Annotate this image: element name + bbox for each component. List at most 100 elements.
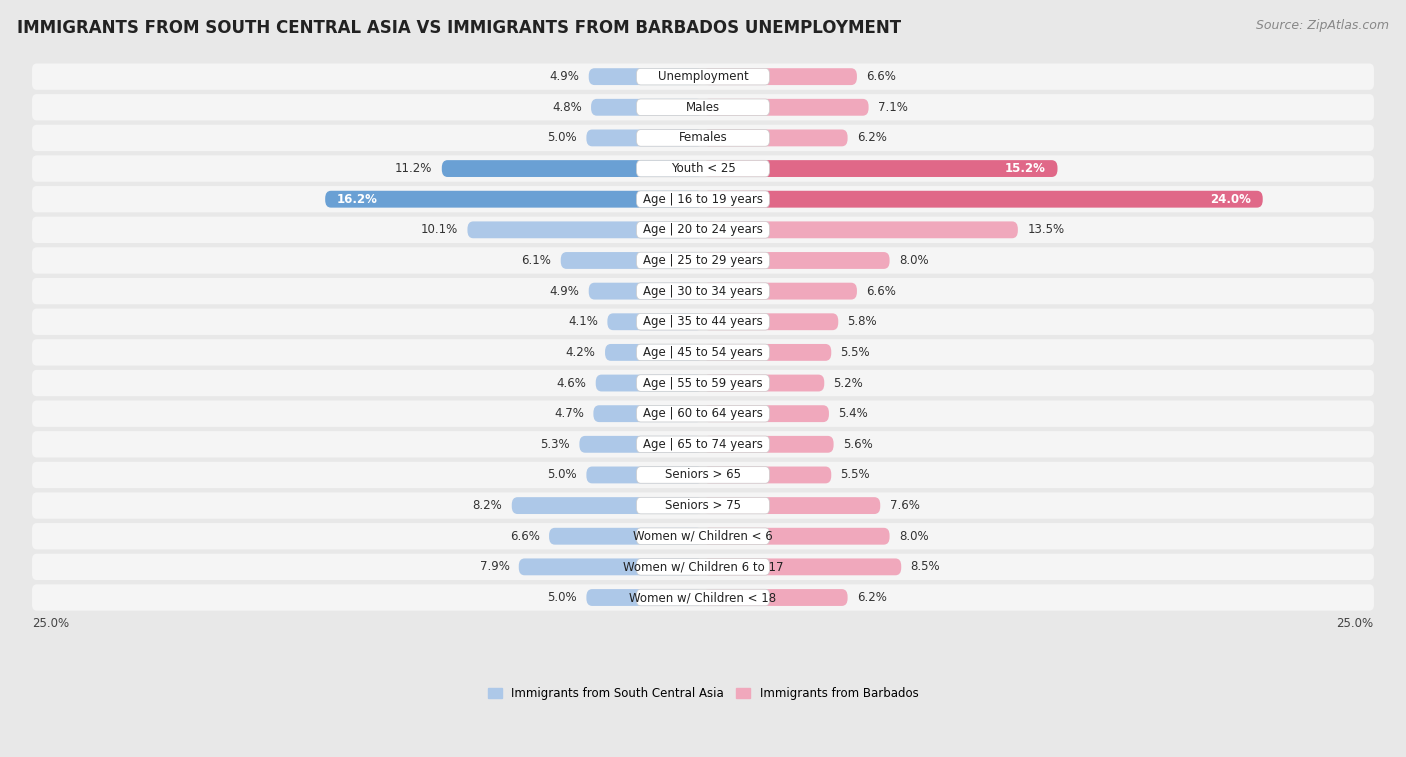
Text: Seniors > 75: Seniors > 75 <box>665 499 741 512</box>
FancyBboxPatch shape <box>637 283 769 299</box>
FancyBboxPatch shape <box>550 528 703 544</box>
FancyBboxPatch shape <box>32 339 1374 366</box>
FancyBboxPatch shape <box>32 64 1374 90</box>
Text: Seniors > 65: Seniors > 65 <box>665 469 741 481</box>
FancyBboxPatch shape <box>637 375 769 391</box>
Text: 4.2%: 4.2% <box>565 346 596 359</box>
FancyBboxPatch shape <box>637 344 769 360</box>
Text: 8.5%: 8.5% <box>911 560 941 573</box>
Text: 5.5%: 5.5% <box>841 346 870 359</box>
FancyBboxPatch shape <box>467 221 703 238</box>
FancyBboxPatch shape <box>32 492 1374 519</box>
Text: Source: ZipAtlas.com: Source: ZipAtlas.com <box>1256 19 1389 32</box>
FancyBboxPatch shape <box>32 553 1374 580</box>
FancyBboxPatch shape <box>703 497 880 514</box>
FancyBboxPatch shape <box>637 528 769 544</box>
Text: Age | 55 to 59 years: Age | 55 to 59 years <box>643 376 763 390</box>
FancyBboxPatch shape <box>32 309 1374 335</box>
Text: 8.0%: 8.0% <box>898 530 928 543</box>
FancyBboxPatch shape <box>589 68 703 85</box>
FancyBboxPatch shape <box>512 497 703 514</box>
Text: 6.6%: 6.6% <box>866 285 896 298</box>
FancyBboxPatch shape <box>561 252 703 269</box>
FancyBboxPatch shape <box>586 466 703 484</box>
FancyBboxPatch shape <box>32 370 1374 396</box>
FancyBboxPatch shape <box>637 436 769 453</box>
FancyBboxPatch shape <box>579 436 703 453</box>
Text: 6.2%: 6.2% <box>856 132 887 145</box>
FancyBboxPatch shape <box>703 559 901 575</box>
FancyBboxPatch shape <box>32 155 1374 182</box>
FancyBboxPatch shape <box>703 436 834 453</box>
Text: Women w/ Children 6 to 17: Women w/ Children 6 to 17 <box>623 560 783 573</box>
FancyBboxPatch shape <box>637 129 769 146</box>
FancyBboxPatch shape <box>32 125 1374 151</box>
Text: 4.8%: 4.8% <box>553 101 582 114</box>
FancyBboxPatch shape <box>703 344 831 361</box>
Text: Age | 30 to 34 years: Age | 30 to 34 years <box>643 285 763 298</box>
FancyBboxPatch shape <box>703 252 890 269</box>
FancyBboxPatch shape <box>32 431 1374 457</box>
Text: 5.4%: 5.4% <box>838 407 868 420</box>
Text: Age | 20 to 24 years: Age | 20 to 24 years <box>643 223 763 236</box>
Text: Age | 45 to 54 years: Age | 45 to 54 years <box>643 346 763 359</box>
FancyBboxPatch shape <box>703 68 856 85</box>
FancyBboxPatch shape <box>637 313 769 330</box>
FancyBboxPatch shape <box>441 160 703 177</box>
FancyBboxPatch shape <box>637 559 769 575</box>
FancyBboxPatch shape <box>519 559 703 575</box>
Legend: Immigrants from South Central Asia, Immigrants from Barbados: Immigrants from South Central Asia, Immi… <box>484 682 922 705</box>
Text: 4.9%: 4.9% <box>550 70 579 83</box>
FancyBboxPatch shape <box>637 222 769 238</box>
FancyBboxPatch shape <box>605 344 703 361</box>
FancyBboxPatch shape <box>703 191 1263 207</box>
Text: 4.6%: 4.6% <box>557 376 586 390</box>
FancyBboxPatch shape <box>703 313 838 330</box>
Text: 5.0%: 5.0% <box>547 132 576 145</box>
FancyBboxPatch shape <box>586 129 703 146</box>
Text: 8.2%: 8.2% <box>472 499 502 512</box>
FancyBboxPatch shape <box>703 466 831 484</box>
FancyBboxPatch shape <box>589 282 703 300</box>
FancyBboxPatch shape <box>703 221 1018 238</box>
Text: 8.0%: 8.0% <box>898 254 928 267</box>
Text: Women w/ Children < 6: Women w/ Children < 6 <box>633 530 773 543</box>
FancyBboxPatch shape <box>32 584 1374 611</box>
FancyBboxPatch shape <box>637 99 769 116</box>
Text: Youth < 25: Youth < 25 <box>671 162 735 175</box>
FancyBboxPatch shape <box>325 191 703 207</box>
FancyBboxPatch shape <box>32 523 1374 550</box>
Text: Age | 60 to 64 years: Age | 60 to 64 years <box>643 407 763 420</box>
Text: Unemployment: Unemployment <box>658 70 748 83</box>
Text: 4.9%: 4.9% <box>550 285 579 298</box>
Text: Age | 35 to 44 years: Age | 35 to 44 years <box>643 315 763 329</box>
FancyBboxPatch shape <box>637 160 769 177</box>
Text: 11.2%: 11.2% <box>395 162 433 175</box>
Text: 25.0%: 25.0% <box>1336 617 1374 630</box>
Text: 5.0%: 5.0% <box>547 591 576 604</box>
Text: 7.9%: 7.9% <box>479 560 509 573</box>
FancyBboxPatch shape <box>637 252 769 269</box>
FancyBboxPatch shape <box>637 406 769 422</box>
FancyBboxPatch shape <box>32 186 1374 213</box>
FancyBboxPatch shape <box>593 405 703 422</box>
Text: 4.1%: 4.1% <box>568 315 598 329</box>
FancyBboxPatch shape <box>586 589 703 606</box>
Text: 7.1%: 7.1% <box>877 101 908 114</box>
FancyBboxPatch shape <box>32 217 1374 243</box>
FancyBboxPatch shape <box>32 94 1374 120</box>
Text: 13.5%: 13.5% <box>1028 223 1064 236</box>
Text: IMMIGRANTS FROM SOUTH CENTRAL ASIA VS IMMIGRANTS FROM BARBADOS UNEMPLOYMENT: IMMIGRANTS FROM SOUTH CENTRAL ASIA VS IM… <box>17 19 901 37</box>
Text: Women w/ Children < 18: Women w/ Children < 18 <box>630 591 776 604</box>
FancyBboxPatch shape <box>591 99 703 116</box>
Text: 6.2%: 6.2% <box>856 591 887 604</box>
Text: 24.0%: 24.0% <box>1211 193 1251 206</box>
Text: 6.1%: 6.1% <box>522 254 551 267</box>
FancyBboxPatch shape <box>637 68 769 85</box>
FancyBboxPatch shape <box>637 191 769 207</box>
Text: 10.1%: 10.1% <box>420 223 458 236</box>
FancyBboxPatch shape <box>703 282 856 300</box>
Text: 5.3%: 5.3% <box>540 438 569 451</box>
FancyBboxPatch shape <box>32 400 1374 427</box>
FancyBboxPatch shape <box>32 248 1374 273</box>
